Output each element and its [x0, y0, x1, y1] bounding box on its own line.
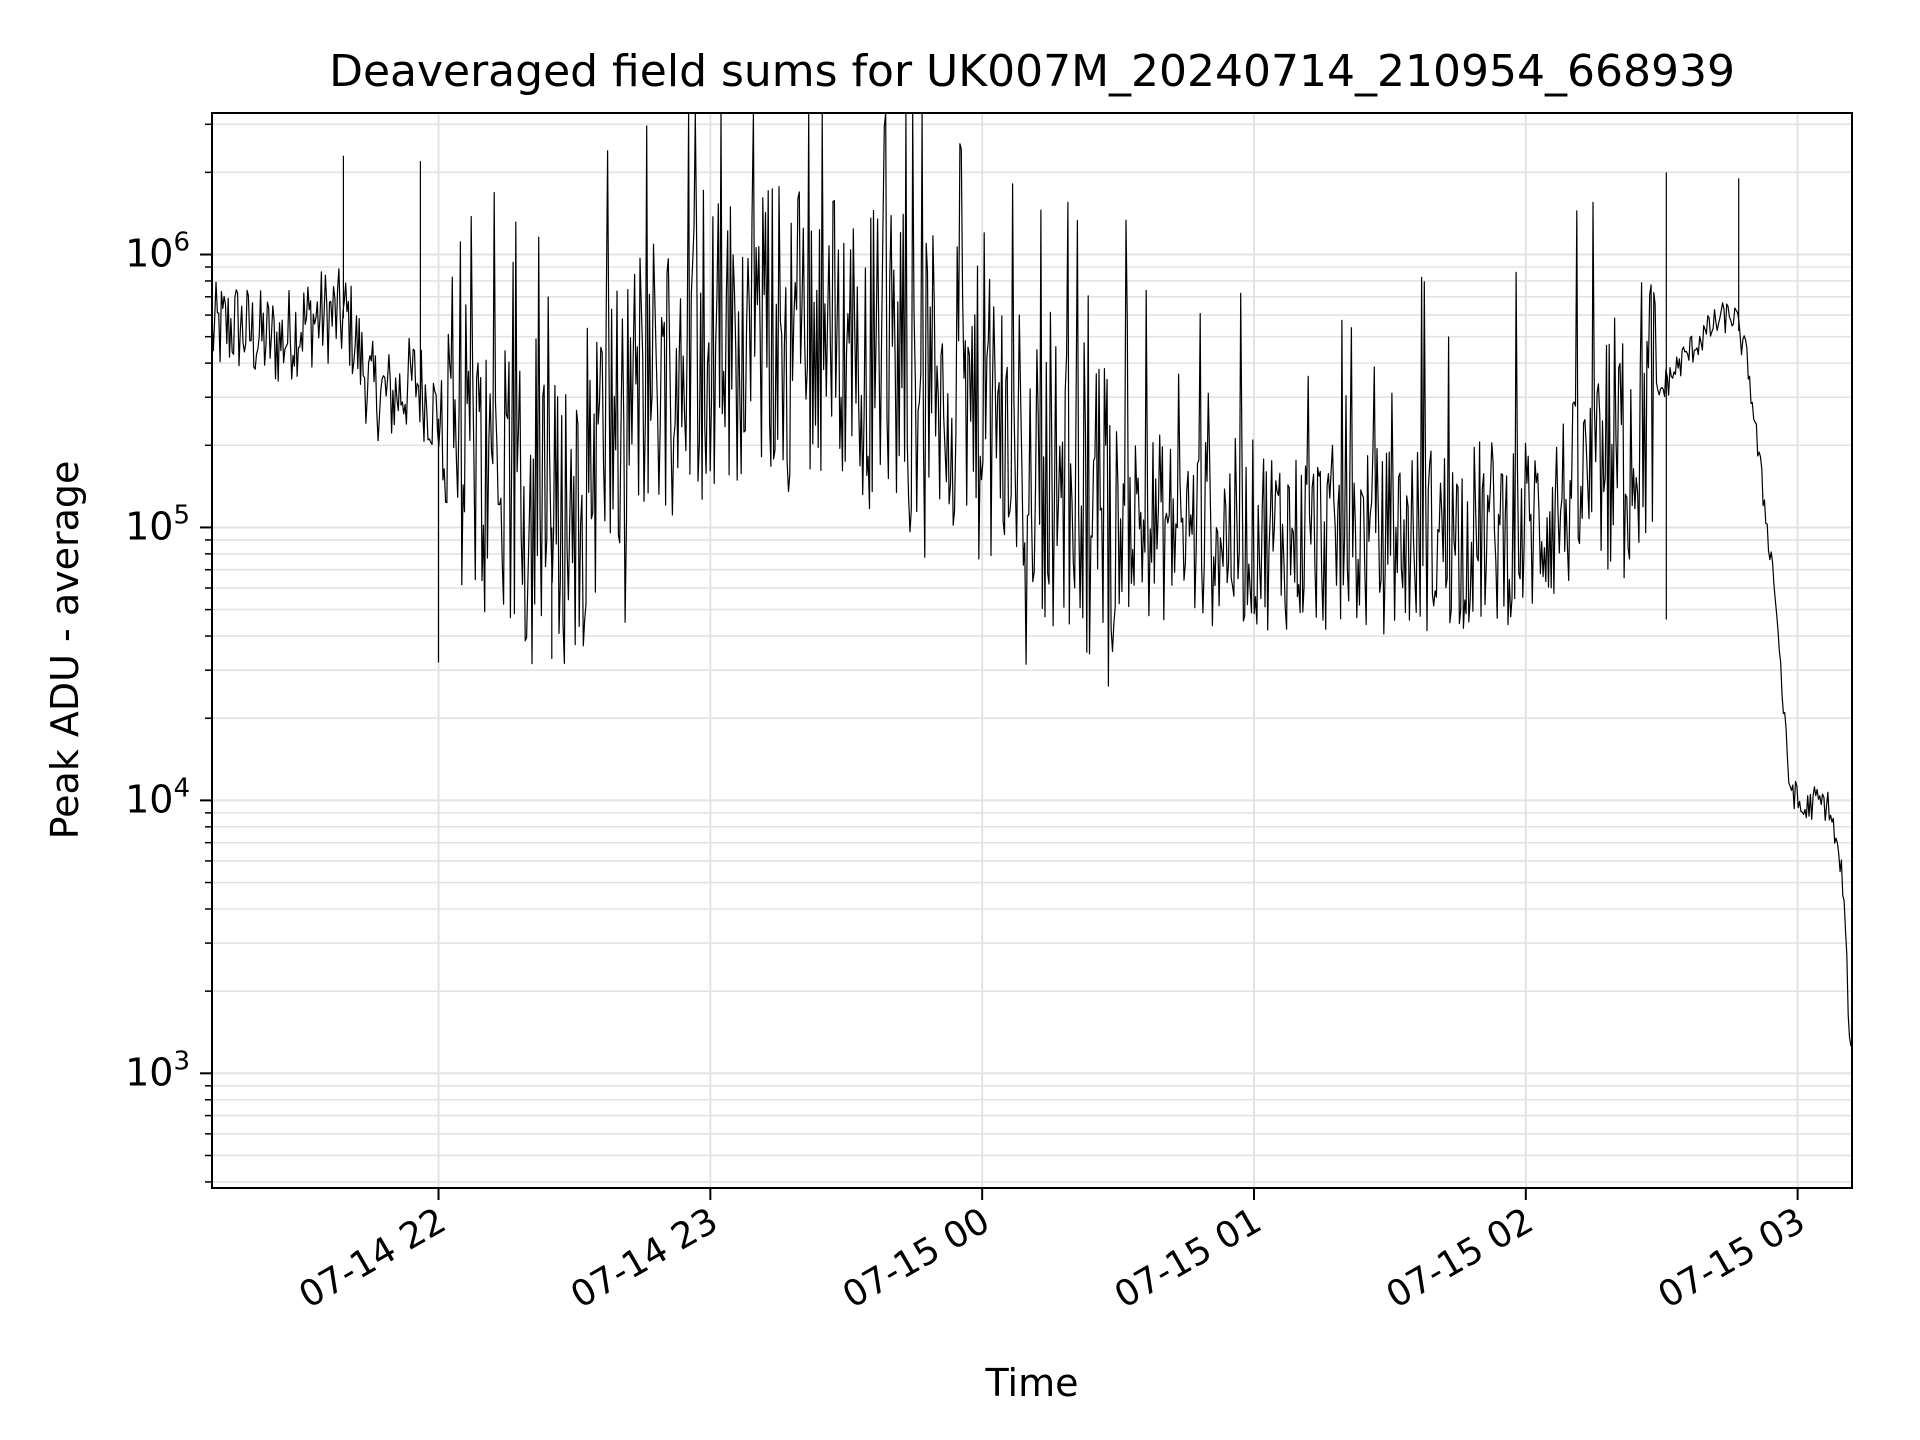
- y-axis-label: Peak ADU - average: [43, 461, 87, 840]
- series-layer: [211, 112, 1852, 1047]
- chart-title: Deaveraged field sums for UK007M_2024071…: [329, 46, 1735, 97]
- y-tick-label: 103: [125, 1046, 190, 1094]
- y-tick-label: 106: [125, 228, 190, 276]
- y-tick-label: 104: [125, 773, 190, 821]
- y-tick-label: 105: [125, 500, 190, 548]
- y-axis: 103 104 105 106: [125, 123, 212, 1183]
- x-axis-label: Time: [985, 1361, 1079, 1405]
- plot-frame: [211, 112, 1853, 1189]
- grid: [212, 113, 1852, 1188]
- series-line: [211, 112, 1852, 1047]
